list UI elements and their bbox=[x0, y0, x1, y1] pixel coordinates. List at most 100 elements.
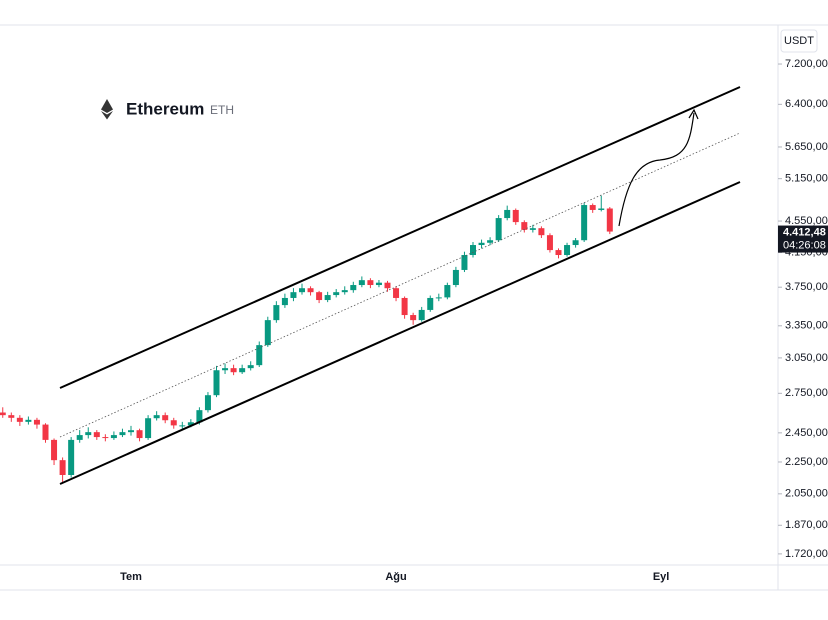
candle-body bbox=[68, 439, 75, 475]
candle-body bbox=[410, 315, 417, 321]
candle-body bbox=[470, 245, 476, 256]
candle-body bbox=[128, 430, 134, 433]
forecast-arrow bbox=[618, 112, 695, 227]
candle-body bbox=[51, 439, 58, 461]
chart-title: Ethereum bbox=[126, 99, 204, 118]
candle-body bbox=[444, 285, 451, 298]
y-tick-label: 2.250,00 bbox=[785, 456, 828, 468]
candle-body bbox=[512, 209, 519, 223]
last-price-badge bbox=[778, 225, 828, 253]
candle-body bbox=[33, 419, 40, 425]
candle-body bbox=[350, 285, 357, 291]
candle-body bbox=[264, 320, 271, 346]
candle-body bbox=[375, 282, 382, 286]
y-tick-label: 4.550,00 bbox=[785, 215, 828, 227]
candle-body bbox=[299, 288, 305, 293]
candle-body bbox=[589, 205, 596, 210]
candle-body bbox=[42, 424, 49, 440]
candle-body bbox=[76, 435, 83, 440]
candle-body bbox=[324, 295, 331, 301]
candle-body bbox=[521, 222, 528, 230]
candle-body bbox=[59, 460, 66, 475]
candle-body bbox=[504, 209, 511, 219]
candle-body bbox=[230, 368, 237, 373]
y-tick-label: 3.350,00 bbox=[785, 320, 828, 332]
candle-body bbox=[119, 432, 126, 436]
candle-body bbox=[495, 218, 502, 241]
y-tick-label: 2.750,00 bbox=[785, 387, 828, 399]
y-tick-label: 3.050,00 bbox=[785, 352, 828, 364]
candle-body bbox=[25, 419, 32, 422]
chart-subtitle: ETH bbox=[210, 103, 234, 117]
candle-body bbox=[204, 395, 211, 411]
candle-body bbox=[307, 288, 314, 293]
y-tick-label: 7.200,00 bbox=[785, 58, 828, 70]
candle-body bbox=[358, 280, 365, 286]
candle-body bbox=[162, 415, 169, 421]
last-price-label: 4.412,48 bbox=[783, 226, 826, 238]
candle-body bbox=[179, 425, 186, 427]
candle-body bbox=[555, 250, 562, 256]
candle-body bbox=[273, 305, 280, 321]
channel-lower bbox=[59, 181, 741, 485]
currency-box[interactable] bbox=[780, 29, 818, 53]
logo-box bbox=[94, 88, 246, 132]
arrow-head bbox=[688, 108, 699, 120]
candle-body bbox=[316, 292, 323, 301]
candle-body bbox=[256, 345, 263, 366]
candle-body bbox=[290, 292, 297, 298]
candle-body bbox=[222, 368, 229, 371]
y-tick-label: 2.450,00 bbox=[785, 427, 828, 439]
candle-body bbox=[110, 435, 117, 439]
candle-body bbox=[0, 412, 6, 416]
candle-body bbox=[196, 410, 203, 423]
candle-body bbox=[529, 228, 536, 230]
candle-body bbox=[572, 240, 579, 246]
candle-body bbox=[487, 240, 494, 243]
candle-body bbox=[367, 280, 374, 286]
candle-body bbox=[435, 297, 442, 299]
candle-body bbox=[153, 415, 160, 419]
candle-body bbox=[8, 415, 15, 418]
candle-body bbox=[384, 282, 391, 289]
candle-body bbox=[581, 205, 588, 241]
candle-body bbox=[85, 432, 92, 436]
candle-body bbox=[538, 228, 545, 236]
candle-body bbox=[427, 297, 434, 310]
y-tick-label: 5.150,00 bbox=[785, 173, 828, 185]
x-tick-label: Ağu bbox=[385, 571, 406, 583]
candle-body bbox=[401, 297, 408, 316]
plot-area bbox=[0, 195, 613, 483]
candle-body bbox=[341, 290, 348, 293]
candle-body bbox=[16, 417, 23, 422]
candle-body bbox=[247, 365, 254, 369]
candle-body bbox=[478, 242, 485, 246]
y-tick-label: 5.650,00 bbox=[785, 141, 828, 153]
candle-body bbox=[213, 370, 220, 396]
candle-body bbox=[393, 288, 400, 298]
candle-body bbox=[239, 368, 246, 373]
candle-body bbox=[546, 235, 553, 251]
candle-body bbox=[564, 245, 571, 256]
y-tick-label: 1.870,00 bbox=[785, 519, 828, 531]
candle-body bbox=[598, 208, 605, 210]
currency-label[interactable]: USDT bbox=[784, 35, 814, 47]
candle-body bbox=[145, 418, 152, 439]
channel-mid bbox=[59, 132, 741, 438]
candle-body bbox=[102, 437, 109, 439]
candle-body bbox=[281, 297, 288, 306]
y-tick-label: 6.400,00 bbox=[785, 98, 828, 110]
countdown-label: 04:26:08 bbox=[783, 239, 826, 251]
y-tick-label: 2.050,00 bbox=[785, 488, 828, 500]
x-tick-label: Tem bbox=[120, 571, 142, 583]
candle-body bbox=[333, 292, 340, 296]
candle-body bbox=[170, 420, 177, 426]
candle-body bbox=[187, 422, 194, 426]
candle-body bbox=[452, 269, 459, 286]
channel-upper bbox=[59, 86, 741, 389]
y-tick-label: 3.750,00 bbox=[785, 281, 828, 293]
candle-body bbox=[606, 208, 613, 232]
x-tick-label: Eyl bbox=[653, 571, 670, 583]
candle-body bbox=[461, 255, 468, 270]
